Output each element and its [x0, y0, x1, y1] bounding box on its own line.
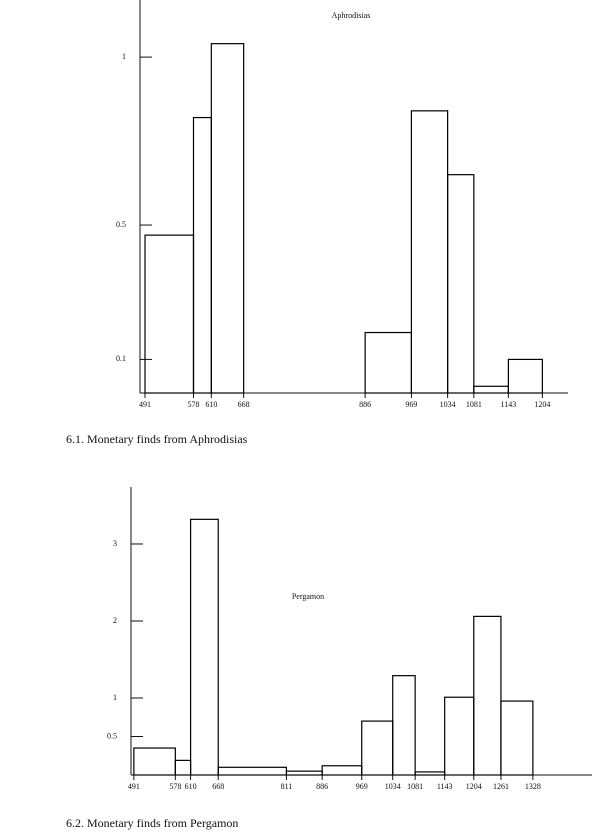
x-tick-label: 886: [359, 400, 371, 409]
x-tick-label: 1204: [534, 400, 550, 409]
histogram-bar: [447, 174, 475, 394]
histogram-bar: [473, 385, 509, 394]
x-tick-label: 886: [316, 782, 328, 791]
histogram-bar: [189, 518, 219, 776]
figure-caption: 6.1. Monetary finds from Aphrodisias: [66, 432, 248, 446]
histogram-bar: [444, 696, 475, 776]
x-tick-label: 610: [185, 782, 197, 791]
y-tick-label: 0.5: [116, 220, 126, 229]
histogram-bar: [410, 110, 449, 394]
histogram-bar: [361, 720, 394, 776]
histogram-bar: [364, 331, 413, 394]
y-tick-label: 1: [122, 52, 126, 61]
y-tick-label: 0.5: [107, 731, 117, 740]
histogram-bar: [133, 747, 176, 776]
histogram-bar: [392, 675, 416, 776]
histogram-bar: [507, 358, 543, 394]
y-tick-label: 2: [113, 616, 117, 625]
x-tick-label: 969: [356, 782, 368, 791]
x-tick-label: 578: [188, 400, 200, 409]
histogram-bar: [174, 759, 192, 776]
histogram-bar: [210, 43, 245, 394]
x-tick-label: 610: [205, 400, 217, 409]
x-tick-label: 1081: [407, 782, 423, 791]
histogram-bar: [321, 765, 363, 776]
histogram-bar: [144, 234, 195, 394]
figure-caption: 6.2. Monetary finds from Pergamon: [66, 816, 238, 830]
chart-title: Aphrodisias: [332, 11, 371, 20]
x-tick-label: 668: [238, 400, 250, 409]
x-tick-label: 668: [212, 782, 224, 791]
x-tick-label: 1034: [385, 782, 401, 791]
x-tick-label: 1034: [440, 400, 456, 409]
histogram-bar: [192, 116, 212, 394]
histogram-bar: [473, 615, 502, 776]
x-tick-label: 1081: [466, 400, 482, 409]
histogram-bar: [500, 700, 534, 776]
y-tick-label: 3: [113, 539, 117, 548]
x-tick-label: 1143: [501, 400, 517, 409]
x-tick-label: 578: [169, 782, 181, 791]
histogram-bar: [285, 770, 323, 776]
y-tick-label: 1: [113, 693, 117, 702]
x-tick-label: 491: [139, 400, 151, 409]
x-tick-label: 1328: [525, 782, 541, 791]
histogram-bar: [217, 766, 288, 776]
y-tick-label: 0.1: [116, 354, 126, 363]
chart-title: Pergamon: [292, 592, 324, 601]
histogram-bar: [414, 771, 446, 776]
x-tick-label: 811: [281, 782, 293, 791]
x-tick-label: 1261: [493, 782, 509, 791]
x-tick-label: 969: [405, 400, 417, 409]
x-tick-label: 1143: [437, 782, 453, 791]
x-tick-label: 1204: [466, 782, 482, 791]
x-tick-label: 491: [128, 782, 140, 791]
